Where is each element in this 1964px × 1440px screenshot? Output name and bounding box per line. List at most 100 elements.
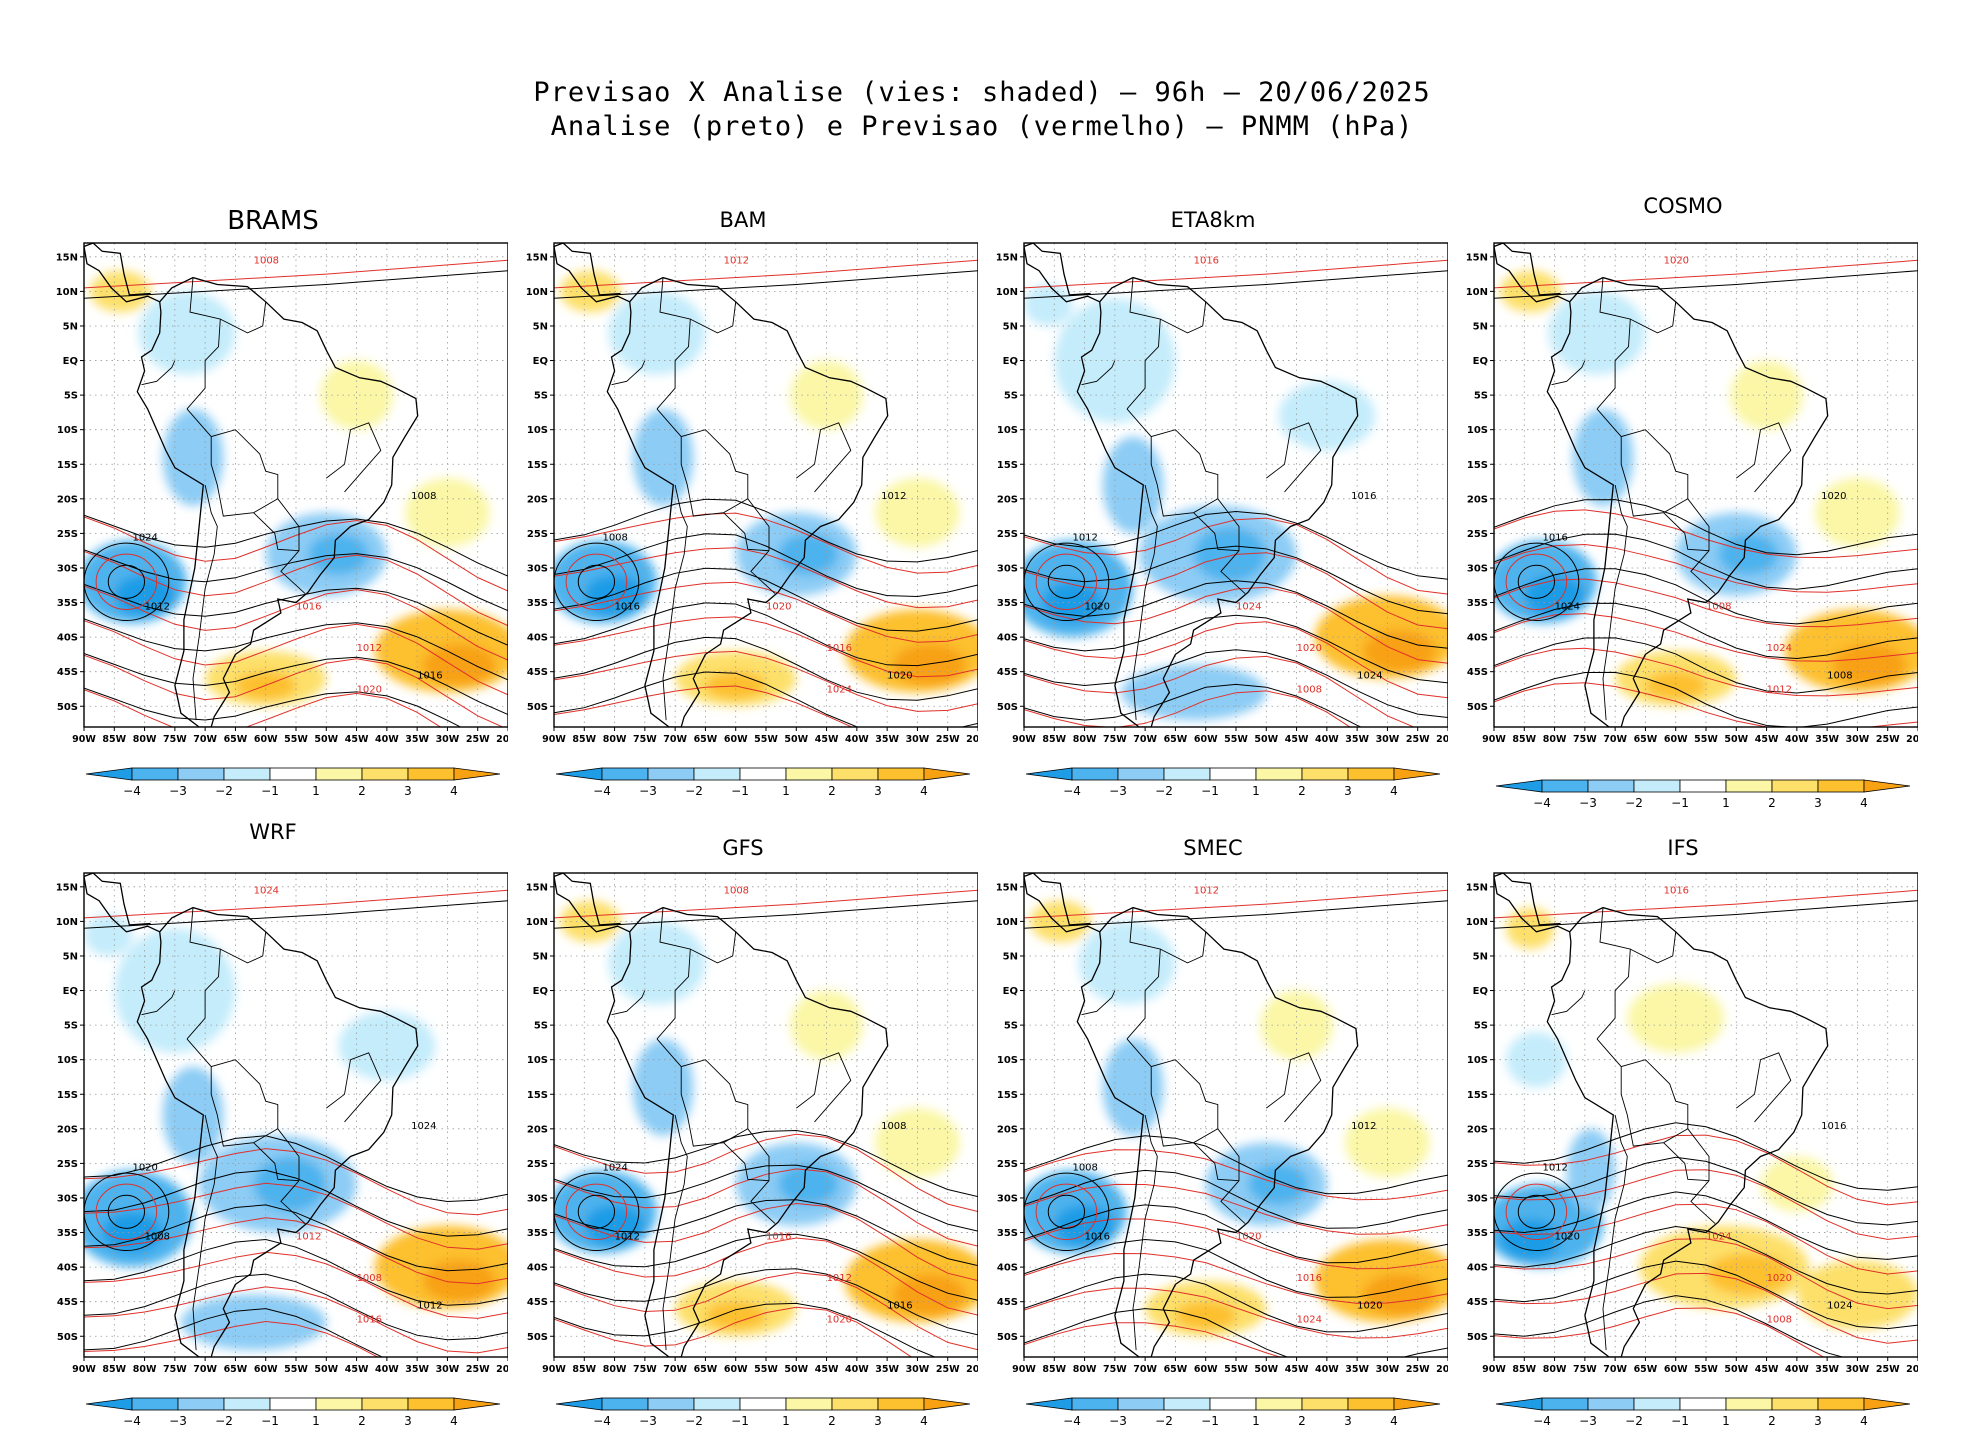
country-border <box>662 1114 688 1351</box>
pressure-map: 1008 1012 1016 1020 1024 1008 1012 1016 15N 10N 5N… <box>526 872 978 1375</box>
colorbar-label: 3 <box>1814 796 1822 810</box>
colorbar-label: −2 <box>1625 1414 1643 1428</box>
lat-tick-label: 15S <box>57 1090 78 1101</box>
country-border <box>1126 408 1219 517</box>
lon-tick-label: 90W <box>1012 734 1036 745</box>
analysis-contour-label: 1012 <box>145 601 170 612</box>
lat-tick-label: 15S <box>997 460 1018 471</box>
colorbar-segment <box>269 767 317 781</box>
bias-colorbar: −4 −3 −2 −1 1 2 3 4 <box>1025 1397 1441 1428</box>
lat-tick-label: 30S <box>997 1193 1018 1204</box>
colorbar-segment <box>1209 767 1257 781</box>
lat-tick-label: 5S <box>1004 1021 1018 1032</box>
lat-tick-label: 45S <box>57 667 78 678</box>
lon-tick-label: 25W <box>936 1364 960 1375</box>
colorbar-segment <box>1301 1397 1349 1411</box>
map-panel-ifs: IFS 1016 1020 1024 1008 1012 1016 1020 1024 15N 10… <box>1448 820 1918 1440</box>
analysis-isobar <box>1024 683 1363 727</box>
lat-tick-label: EQ <box>1473 356 1488 367</box>
bias-shading <box>790 990 863 1060</box>
lat-tick-label: 15S <box>1467 1090 1488 1101</box>
south-america-coastline <box>1546 906 1829 1357</box>
lat-tick-label: 45S <box>997 667 1018 678</box>
analysis-contour-label: 1020 <box>1357 1301 1382 1312</box>
high-pressure-isobar <box>554 542 640 622</box>
colorbar-segment <box>1771 779 1819 793</box>
analysis-contour-label: 1020 <box>132 1162 157 1173</box>
forecast-isobar <box>1024 621 1448 699</box>
lat-tick-label: 20S <box>57 494 78 505</box>
analysis-isobar <box>1024 900 1448 929</box>
lat-tick-label: 50S <box>527 1332 548 1343</box>
analysis-isobar <box>1024 1204 1448 1264</box>
lon-tick-label: 65W <box>694 734 718 745</box>
colorbar-label: 1 <box>782 1414 790 1428</box>
panel-title: BRAMS <box>227 206 319 236</box>
country-border <box>723 1142 770 1182</box>
colorbar-segment <box>1633 779 1681 793</box>
country-border <box>1736 1052 1792 1123</box>
analysis-contour-label: 1012 <box>615 1231 640 1242</box>
country-border <box>656 277 691 410</box>
analysis-isobar <box>554 1164 978 1232</box>
colorbar-segment <box>555 1397 603 1411</box>
lat-tick-label: 20S <box>997 494 1018 505</box>
lat-tick-label: 25S <box>1467 1159 1488 1170</box>
analysis-contour-label: 1008 <box>1827 671 1852 682</box>
analysis-isobar <box>1024 510 1448 580</box>
colorbar-segment <box>1255 767 1303 781</box>
analysis-isobar <box>554 1129 978 1198</box>
lat-tick-label: 40S <box>527 633 548 644</box>
lon-tick-label: 35W <box>1345 734 1369 745</box>
colorbar-label: −4 <box>123 1414 141 1428</box>
colorbar-segment <box>785 767 833 781</box>
analysis-isobar <box>84 270 508 299</box>
south-america-coastline <box>1076 276 1359 727</box>
analysis-isobar <box>1494 1295 1845 1357</box>
colorbar-label: 2 <box>1298 784 1306 798</box>
lon-tick-label: 25W <box>466 734 490 745</box>
analysis-isobar <box>84 549 508 612</box>
lon-tick-label: 85W <box>102 734 126 745</box>
analysis-isobar <box>554 1233 978 1301</box>
forecast-isobar <box>1024 1183 1448 1235</box>
forecast-isobar <box>1024 655 1415 727</box>
colorbar-segment <box>269 1397 317 1411</box>
lon-tick-label: 45W <box>815 734 839 745</box>
forecast-contour-label: 1016 <box>1297 1273 1322 1284</box>
bias-shading <box>790 360 863 430</box>
lon-tick-label: 65W <box>1634 1364 1658 1375</box>
colorbar-segment <box>1025 1397 1073 1411</box>
analysis-isobar <box>84 1273 508 1341</box>
analysis-isobar <box>1494 671 1918 727</box>
pressure-map: 1016 1020 1024 1008 1012 1016 1020 1024 15N 10N 5N… <box>1466 872 1918 1375</box>
colorbar-label: 4 <box>1860 796 1868 810</box>
lat-tick-label: 45S <box>527 1297 548 1308</box>
country-border <box>192 1114 218 1351</box>
high-pressure-isobar <box>95 553 158 610</box>
analysis-isobar <box>1024 1273 1448 1333</box>
bias-shading <box>1548 291 1646 375</box>
colorbar-label: −2 <box>1155 1414 1173 1428</box>
country-border <box>1193 512 1240 552</box>
colorbar-label: −1 <box>1671 1414 1689 1428</box>
colorbar-segment <box>177 1397 225 1411</box>
pressure-map: 1008 1012 1016 1020 1024 1008 1012 1016 15N 10N 5N… <box>56 242 508 745</box>
lon-tick-label: 50W <box>1724 734 1748 745</box>
colorbar-label: 2 <box>358 1414 366 1428</box>
analysis-isobar <box>1024 580 1448 649</box>
lon-tick-label: 20W <box>496 734 508 745</box>
map-panel-wrf: WRF 1024 1008 1012 1016 1020 1024 1008 1012 15N 10… <box>38 820 508 1440</box>
lat-tick-label: 25S <box>57 1159 78 1170</box>
lon-tick-label: 65W <box>1634 734 1658 745</box>
lat-tick-label: 30S <box>1467 1193 1488 1204</box>
bias-colorbar: −4 −3 −2 −1 1 2 3 4 <box>1495 779 1911 810</box>
lat-tick-label: 5N <box>533 951 548 962</box>
bias-shading <box>1760 1156 1834 1212</box>
high-pressure-isobar <box>95 1183 158 1240</box>
country-border <box>186 1038 279 1147</box>
colorbar-label: 1 <box>1252 784 1260 798</box>
forecast-isobar <box>554 512 978 574</box>
forecast-isobar <box>554 685 853 727</box>
colorbar-segment <box>923 1397 971 1411</box>
